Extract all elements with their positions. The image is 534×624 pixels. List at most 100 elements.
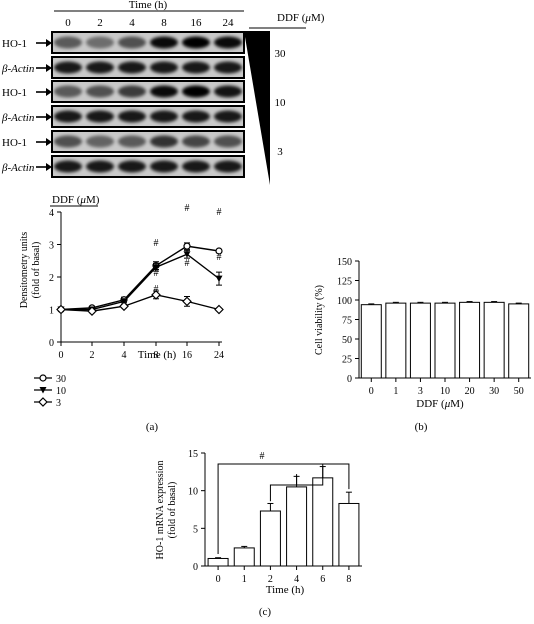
blot-band <box>118 36 146 49</box>
chart-c-x-tick-label: 0 <box>216 574 221 585</box>
blot-band <box>150 135 178 148</box>
actin-blot-row: β-Actin <box>1 155 245 178</box>
chart-a-legend-header-mu: μ <box>79 194 86 206</box>
chart-a-significance-mark: # <box>217 252 222 263</box>
chart-b-y-tick-label: 100 <box>337 296 352 307</box>
chart-c-x-tick-label: 8 <box>346 574 351 585</box>
chart-a-x-tick-label: 2 <box>90 350 95 361</box>
blot-band <box>214 135 242 148</box>
chart-c-x-tick-label: 2 <box>268 574 273 585</box>
chart-b-bar <box>483 301 505 379</box>
chart-a-y-tick-label: 0 <box>49 338 54 349</box>
blot-band <box>86 36 114 49</box>
ho1-blot-row: HO-1 <box>2 130 245 153</box>
chart-c-x-tick-label: 4 <box>294 574 299 585</box>
blot-concentration-label: 3 <box>277 146 283 158</box>
chart-a-point <box>119 301 129 312</box>
chart-a-significance-mark: # <box>185 203 190 214</box>
chart-c-bar <box>207 557 229 567</box>
chart-b-bar <box>508 303 530 379</box>
chart-b-y-tick-label: 25 <box>342 355 352 366</box>
chart-a-legend-header-prefix: DDF ( <box>52 194 81 206</box>
blot-band <box>182 85 210 98</box>
chart-a-significance-mark: # <box>185 258 190 269</box>
blot-ddf-unit: M) <box>311 12 325 24</box>
chart-a-x-tick-label: 0 <box>59 350 64 361</box>
blot-band <box>54 110 82 123</box>
chart-a-legend-entry: 30 <box>34 374 66 385</box>
panel-label-c: (c) <box>259 606 272 618</box>
blot-time-label: 2 <box>97 17 103 29</box>
ho1-blot-row: HO-1 <box>2 31 245 54</box>
chart-b-xlabel-prefix: DDF ( <box>416 398 445 410</box>
chart-a-xlabel: Time (h) <box>138 349 177 361</box>
blot-time-label: 8 <box>161 17 167 29</box>
chart-b-x-tick-label: 3 <box>418 386 423 397</box>
chart-a-point <box>182 296 192 307</box>
chart-b-bar <box>459 301 481 379</box>
blot-time-label: 24 <box>223 17 235 29</box>
blot-band <box>54 61 82 74</box>
chart-c-bar <box>259 510 281 567</box>
actin-blot-row: β-Actin <box>1 56 245 79</box>
blot-concentration-labels: 30 10 3 <box>275 48 287 158</box>
chart-c-bar <box>312 477 334 567</box>
blot-band <box>150 85 178 98</box>
blot-row-arrow-icon <box>46 64 52 72</box>
chart-a-point <box>215 275 223 283</box>
blot-band <box>86 135 114 148</box>
blot-band <box>182 110 210 123</box>
chart-a-series-line <box>60 245 220 311</box>
blot-row-label: β-Actin <box>1 112 35 124</box>
chart-a-significance-mark: # <box>217 207 222 218</box>
chart-a-series-3 <box>56 290 224 316</box>
panel-label-a: (a) <box>146 421 159 433</box>
chart-a-series-30 <box>57 242 223 314</box>
chart-c-ylabel-line2: (fold of basal) <box>167 482 178 539</box>
chart-c-x-tick-label: 1 <box>242 574 247 585</box>
chart-c-xlabel: Time (h) <box>266 584 305 596</box>
chart-a-x-tick-label: 8 <box>154 350 159 361</box>
chart-a-point <box>215 247 223 255</box>
blot-band <box>214 160 242 173</box>
chart-b-y-tick-label: 0 <box>347 374 352 385</box>
chart-c-x-tick-label: 6 <box>320 574 325 585</box>
blot-band <box>86 160 114 173</box>
chart-a-legend-marker <box>38 397 48 407</box>
blot-band <box>150 160 178 173</box>
blot-band <box>182 160 210 173</box>
chart-c-bar: HO-1 mRNA expression (fold of basal) Tim… <box>155 449 362 618</box>
blot-band <box>214 61 242 74</box>
chart-c-y-tick-label: 15 <box>188 449 198 460</box>
blot-band <box>54 135 82 148</box>
chart-b-y-tick-label: 75 <box>342 316 352 327</box>
blot-rows: HO-1 β-Actin HO-1 β-Actin HO-1 β-Actin <box>1 31 245 178</box>
chart-a-legend-entry: 10 <box>34 386 66 397</box>
blot-row-label: HO-1 <box>2 87 27 99</box>
blot-row-label: β-Actin <box>1 162 35 174</box>
blot-time-header: Time (h) <box>129 0 168 11</box>
chart-c-significance-mark: # <box>260 451 265 462</box>
chart-a-point <box>87 306 97 316</box>
blot-concentration-label: 10 <box>275 97 287 109</box>
chart-a-point <box>151 290 161 300</box>
chart-a-legend-header-suffix: M) <box>86 194 100 206</box>
blot-row-label: HO-1 <box>2 38 27 50</box>
chart-c-y-tick-label: 5 <box>193 524 198 535</box>
blot-row-label: β-Actin <box>1 63 35 75</box>
chart-a-ylabel-line2: (fold of basal) <box>31 242 42 299</box>
blot-band <box>118 135 146 148</box>
blot-band <box>118 110 146 123</box>
chart-a-y-tick-label: 3 <box>49 241 54 252</box>
blot-band <box>150 36 178 49</box>
blot-band <box>118 85 146 98</box>
blot-band <box>86 110 114 123</box>
chart-a-legend-marker <box>39 374 47 382</box>
blot-band <box>150 61 178 74</box>
chart-b-x-tick-label: 20 <box>465 386 475 397</box>
blot-band <box>182 36 210 49</box>
blot-band <box>118 61 146 74</box>
chart-a-series-line <box>60 294 220 312</box>
blot-row-arrow-icon <box>46 163 52 171</box>
